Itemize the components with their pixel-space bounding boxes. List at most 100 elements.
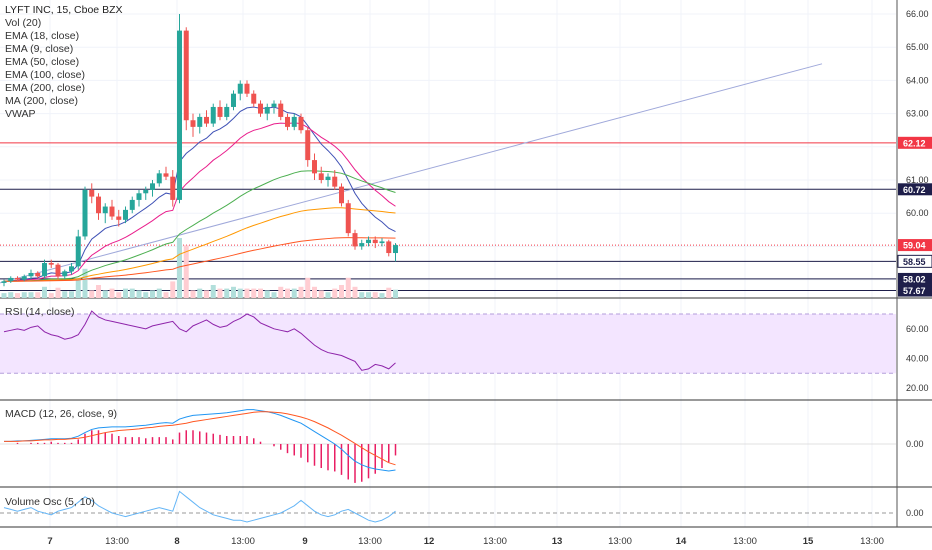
volume-bar — [278, 286, 284, 298]
price-axis[interactable]: 66.00 65.00 64.00 63.00 61.00 60.00 62.12 60.72… — [897, 9, 932, 518]
volume-bar — [318, 290, 324, 298]
volosc-label: Volume Osc (5, 10) — [5, 496, 95, 508]
rsi-indicator[interactable] — [0, 310, 896, 374]
candle-body — [393, 245, 398, 254]
volume-osc-indicator[interactable] — [0, 490, 896, 523]
overlay-label[interactable]: EMA (9, close) — [5, 43, 74, 55]
volume-bar — [109, 288, 115, 298]
candle-body — [183, 30, 189, 121]
price-badge — [898, 272, 932, 285]
candle-body — [8, 277, 14, 282]
time-label: 13:00 — [733, 536, 757, 547]
symbol-title[interactable]: LYFT INC, 15, Cboe BZX — [5, 4, 123, 16]
overlay-label[interactable]: EMA (50, close) — [5, 56, 80, 68]
candle-body — [244, 83, 250, 94]
time-label: 9 — [302, 536, 307, 547]
time-axis[interactable]: 7 13:00 8 13:00 9 13:00 12 13:00 13 13:00 14 13:00 1… — [47, 536, 884, 547]
candle-body — [278, 103, 284, 117]
price-badge — [897, 254, 932, 268]
horizontal-lines[interactable] — [0, 142, 896, 292]
time-label: 12 — [424, 536, 435, 547]
rsi-band — [0, 314, 896, 374]
candle-body — [204, 116, 209, 124]
overlay-label[interactable]: EMA (18, close) — [5, 30, 80, 42]
candle-body — [332, 176, 338, 187]
volume-bar — [1, 293, 7, 298]
trend-line — [0, 63, 823, 284]
volume-bar — [102, 290, 108, 298]
volume-bar — [332, 288, 338, 298]
volume-bar — [345, 277, 351, 298]
volume-bar — [15, 293, 20, 298]
candle-body — [69, 266, 74, 272]
main-legend: LYFT INC, 15, Cboe BZX Vol (20) EMA (18,… — [5, 4, 123, 121]
signal-line — [4, 411, 396, 466]
volume-bar — [231, 286, 236, 298]
candle-body — [312, 160, 317, 174]
rsi-tick-label: 40.00 — [906, 353, 929, 363]
volosc-legend[interactable]: Volume Osc (5, 10) — [5, 496, 95, 509]
overlay-label[interactable]: EMA (100, close) — [5, 69, 85, 81]
volume-bar — [136, 290, 142, 298]
moving-averages — [0, 63, 823, 284]
time-label: 7 — [47, 536, 52, 547]
volume-bars — [1, 238, 398, 298]
volume-bar — [42, 286, 47, 298]
candle-body — [359, 243, 365, 247]
ema-200-line — [3, 237, 396, 282]
candle-body — [1, 281, 7, 283]
candle-body — [109, 206, 115, 217]
overlay-label[interactable]: Vol (20) — [5, 17, 42, 29]
candles[interactable] — [1, 14, 399, 287]
candle-body — [89, 189, 95, 197]
time-label: 13:00 — [231, 536, 255, 547]
candle-body — [339, 186, 344, 204]
candle-body — [197, 116, 203, 127]
macd-legend[interactable]: MACD (12, 26, close, 9) — [5, 408, 117, 421]
volume-bar — [8, 292, 14, 298]
volume-bar — [298, 286, 304, 298]
overlay-label[interactable]: EMA (200, close) — [5, 82, 85, 94]
time-label: 13:00 — [483, 536, 507, 547]
price-badge — [898, 284, 932, 297]
candle-body — [224, 106, 230, 117]
macd-tick-label: 0.00 — [906, 439, 924, 449]
price-tick-label: 64.00 — [906, 75, 929, 85]
overlay-label[interactable]: MA (200, close) — [5, 95, 78, 107]
volume-bar — [55, 287, 61, 298]
macd-label: MACD (12, 26, close, 9) — [5, 408, 118, 420]
volume-bar — [386, 287, 392, 298]
candle-body — [21, 276, 27, 280]
price-tick-label: 63.00 — [906, 109, 929, 119]
candle-body — [291, 116, 297, 127]
rsi-legend[interactable]: RSI (14, close) — [5, 306, 74, 319]
ema-50-line — [3, 170, 396, 282]
candle-body — [96, 196, 101, 214]
time-label: 14 — [676, 536, 687, 547]
volume-bar — [62, 291, 68, 298]
grid — [0, 0, 896, 527]
price-badge — [898, 136, 932, 149]
volume-bar — [150, 290, 155, 298]
volume-bar — [183, 245, 189, 298]
candle-body — [366, 239, 371, 244]
candle-body — [264, 106, 270, 114]
rsi-line — [3, 310, 396, 371]
candle-body — [352, 233, 358, 247]
price-badge-label: 62.12 — [903, 138, 926, 148]
macd-line — [4, 409, 396, 472]
candle-body — [136, 193, 142, 200]
ema-100-line — [3, 207, 396, 282]
ema-9-line — [3, 106, 396, 282]
volume-bar — [190, 290, 196, 298]
volume-bar — [251, 288, 257, 298]
volume-bar — [264, 290, 270, 298]
candle-body — [143, 189, 149, 194]
price-badge — [898, 239, 932, 252]
macd-indicator[interactable] — [0, 409, 896, 483]
overlay-label[interactable]: VWAP — [5, 108, 36, 120]
volume-bar — [48, 293, 54, 298]
price-tick-label: 66.00 — [906, 9, 929, 19]
volume-bar — [170, 281, 176, 298]
